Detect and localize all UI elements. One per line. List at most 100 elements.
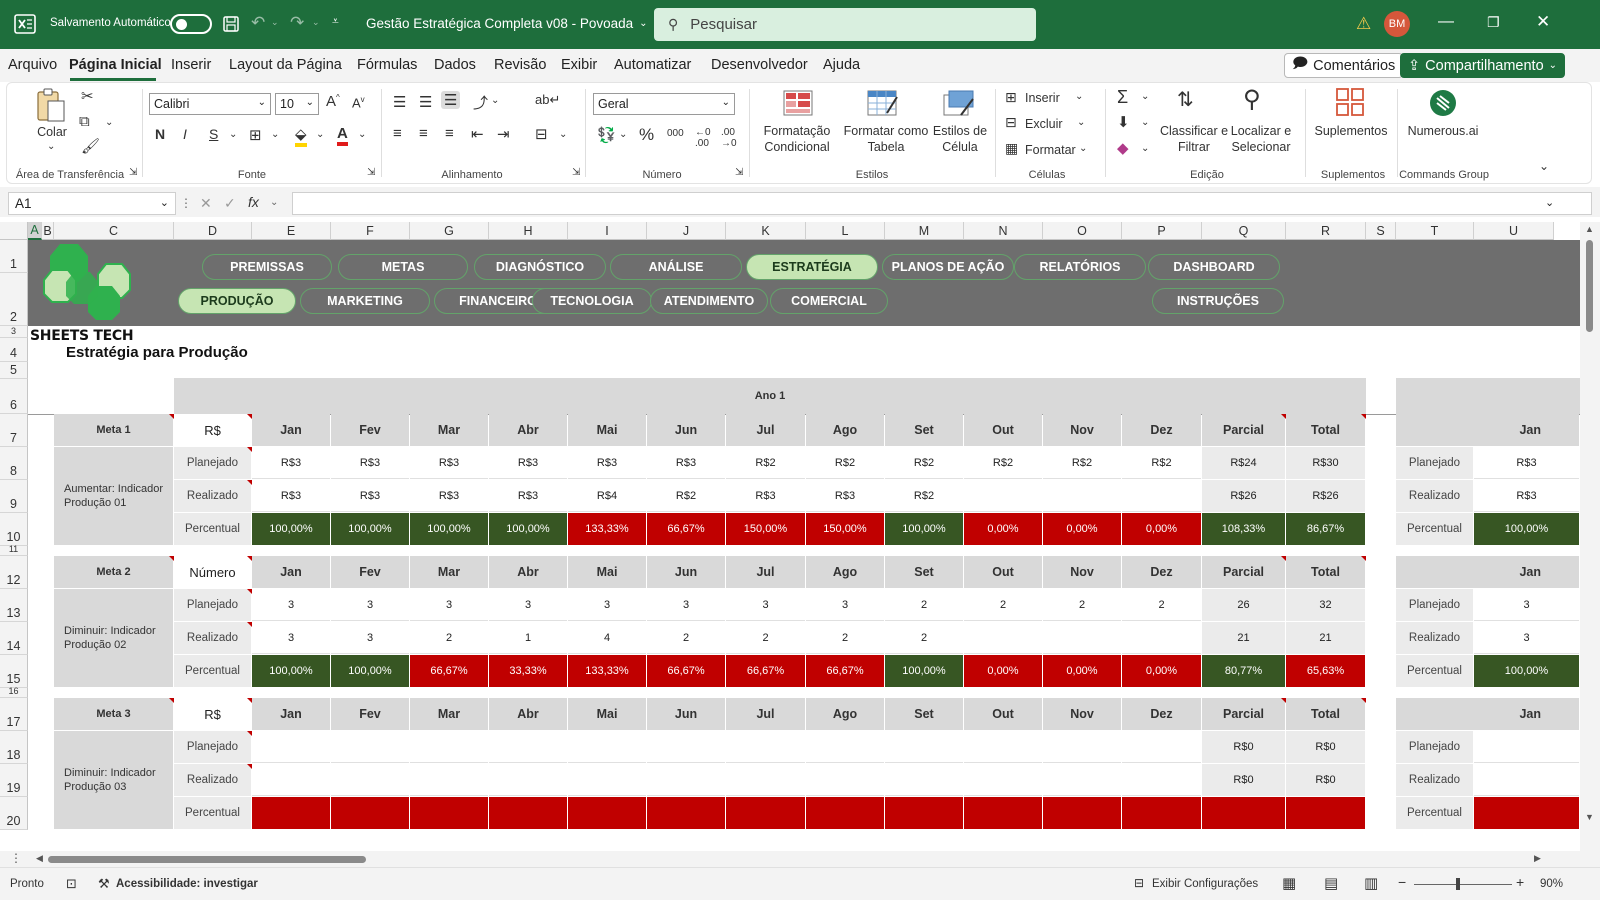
total-realizado[interactable]: R$0 <box>1286 764 1365 796</box>
value-cell-realizado[interactable]: 2 <box>726 622 805 654</box>
next-value-realizado[interactable] <box>1474 764 1579 796</box>
nav-button-7[interactable]: DASHBOARD <box>1148 254 1280 280</box>
value-cell-planejado[interactable]: 3 <box>331 589 409 621</box>
value-cell-realizado[interactable] <box>1043 480 1121 512</box>
value-cell-percentual[interactable] <box>726 797 805 829</box>
nav-button-2[interactable]: DIAGNÓSTICO <box>474 254 606 280</box>
autosave-toggle[interactable] <box>170 14 212 34</box>
value-cell-percentual[interactable] <box>1043 797 1121 829</box>
value-cell-planejado[interactable]: 3 <box>806 589 884 621</box>
value-cell-percentual[interactable]: 100,00% <box>331 513 409 545</box>
column-header-d[interactable]: D <box>174 222 252 240</box>
value-cell-planejado[interactable]: R$2 <box>806 447 884 479</box>
accounting-dropdown-icon[interactable]: ⌄ <box>619 129 628 140</box>
value-cell-realizado[interactable] <box>806 764 884 796</box>
font-launcher-icon[interactable]: ⇲ <box>367 167 376 178</box>
value-cell-percentual[interactable]: 0,00% <box>964 513 1042 545</box>
value-cell-planejado[interactable]: 3 <box>489 589 567 621</box>
font-name-select[interactable]: Calibri ⌄ <box>149 93 271 115</box>
increase-decimal-icon[interactable]: ←0.00 <box>695 127 711 149</box>
nav-button-secondary-5[interactable]: COMERCIAL <box>770 288 888 314</box>
horizontal-scrollbar[interactable]: ⋮ ◀ ▶ <box>0 851 1600 867</box>
value-cell-realizado[interactable] <box>1122 764 1201 796</box>
parcial-realizado[interactable]: R$26 <box>1202 480 1285 512</box>
alignment-launcher-icon[interactable]: ⇲ <box>572 167 581 178</box>
value-cell-realizado[interactable]: 3 <box>331 622 409 654</box>
parcial-percentual[interactable]: 108,33% <box>1202 513 1285 545</box>
value-cell-realizado[interactable] <box>568 764 646 796</box>
total-realizado[interactable]: 21 <box>1286 622 1365 654</box>
value-cell-percentual[interactable]: 100,00% <box>252 513 330 545</box>
value-cell-planejado[interactable]: 3 <box>252 589 330 621</box>
copy-dropdown-icon[interactable]: ⌄ <box>105 117 114 128</box>
row-header-7[interactable]: 7 <box>0 414 28 447</box>
parcial-planejado[interactable]: R$0 <box>1202 731 1285 763</box>
value-cell-percentual[interactable]: 100,00% <box>410 513 488 545</box>
value-cell-percentual[interactable]: 0,00% <box>1043 655 1121 687</box>
menu-exibir[interactable]: Exibir <box>561 57 598 73</box>
comment-indicator[interactable] <box>247 556 252 561</box>
value-cell-planejado[interactable] <box>806 731 884 763</box>
column-header-c[interactable]: C <box>54 222 174 240</box>
nav-button-secondary-6[interactable]: INSTRUÇÕES <box>1152 288 1284 314</box>
numerous-ai-label[interactable]: Numerous.ai <box>1407 124 1479 138</box>
nav-button-secondary-4[interactable]: ATENDIMENTO <box>650 288 768 314</box>
row-header-18[interactable]: 18 <box>0 731 28 764</box>
autosum-icon[interactable]: Σ <box>1117 87 1129 107</box>
next-value-percentual[interactable] <box>1474 797 1579 829</box>
save-icon[interactable] <box>222 15 240 33</box>
menu-revisao[interactable]: Revisão <box>494 57 547 73</box>
minimize-icon[interactable]: — <box>1438 13 1454 30</box>
format-dropdown-icon[interactable]: ⌄ <box>1079 143 1088 154</box>
paste-dropdown-icon[interactable]: ⌄ <box>47 141 56 152</box>
align-bottom-icon[interactable]: ☰ <box>441 91 461 109</box>
comment-indicator[interactable] <box>247 731 252 736</box>
value-cell-planejado[interactable]: R$3 <box>252 447 330 479</box>
zoom-slider-track[interactable] <box>1414 884 1512 885</box>
font-color-dropdown-icon[interactable]: ⌄ <box>358 129 367 140</box>
value-cell-realizado[interactable]: 2 <box>806 622 884 654</box>
value-cell-realizado[interactable] <box>1122 480 1201 512</box>
value-cell-planejado[interactable]: R$2 <box>964 447 1042 479</box>
value-cell-realizado[interactable]: 2 <box>885 622 963 654</box>
value-cell-planejado[interactable]: R$2 <box>1043 447 1121 479</box>
value-cell-percentual[interactable] <box>885 797 963 829</box>
value-cell-planejado[interactable]: 3 <box>568 589 646 621</box>
value-cell-realizado[interactable]: 2 <box>647 622 725 654</box>
value-cell-realizado[interactable] <box>964 480 1042 512</box>
total-planejado[interactable]: R$30 <box>1286 447 1365 479</box>
font-size-select[interactable]: 10 ⌄ <box>275 93 319 115</box>
confirm-entry-icon[interactable]: ✓ <box>224 195 236 211</box>
accessibility-icon[interactable]: ⚒ <box>98 876 110 891</box>
sort-filter-icon[interactable]: ⇅ <box>1177 89 1194 111</box>
next-value-percentual[interactable]: 100,00% <box>1474 513 1579 545</box>
collapse-ribbon-icon[interactable]: ⌄ <box>1539 159 1550 173</box>
decrease-font-icon[interactable]: Av <box>352 95 365 111</box>
next-value-planejado[interactable] <box>1474 731 1579 763</box>
find-select-icon[interactable]: ⚲ <box>1243 86 1261 113</box>
format-as-table-label[interactable]: Formatar como Tabela <box>843 124 929 154</box>
accounting-format-icon[interactable]: 💱 <box>597 127 616 144</box>
menu-pagina-inicial[interactable]: Página Inicial <box>69 57 162 73</box>
menu-arquivo[interactable]: Arquivo <box>8 57 58 73</box>
conditional-formatting-icon[interactable] <box>783 89 813 123</box>
value-cell-planejado[interactable]: R$3 <box>568 447 646 479</box>
paste-label[interactable]: Colar <box>37 125 67 139</box>
comment-indicator[interactable] <box>247 622 252 627</box>
row-header-20[interactable]: 20 <box>0 797 28 830</box>
row-header-19[interactable]: 19 <box>0 764 28 797</box>
value-cell-planejado[interactable]: 3 <box>726 589 805 621</box>
value-cell-realizado[interactable] <box>1043 622 1121 654</box>
row-header-13[interactable]: 13 <box>0 589 28 622</box>
column-header-i[interactable]: I <box>568 222 647 240</box>
value-cell-realizado[interactable] <box>964 764 1042 796</box>
value-cell-percentual[interactable]: 150,00% <box>726 513 805 545</box>
numerous-ai-icon[interactable] <box>1429 89 1457 121</box>
value-cell-planejado[interactable]: R$2 <box>726 447 805 479</box>
value-cell-realizado[interactable] <box>726 764 805 796</box>
insert-function-icon[interactable]: fx <box>248 194 259 210</box>
value-cell-realizado[interactable] <box>410 764 488 796</box>
value-cell-realizado[interactable]: R$2 <box>885 480 963 512</box>
value-cell-percentual[interactable] <box>568 797 646 829</box>
next-value-percentual[interactable]: 100,00% <box>1474 655 1579 687</box>
